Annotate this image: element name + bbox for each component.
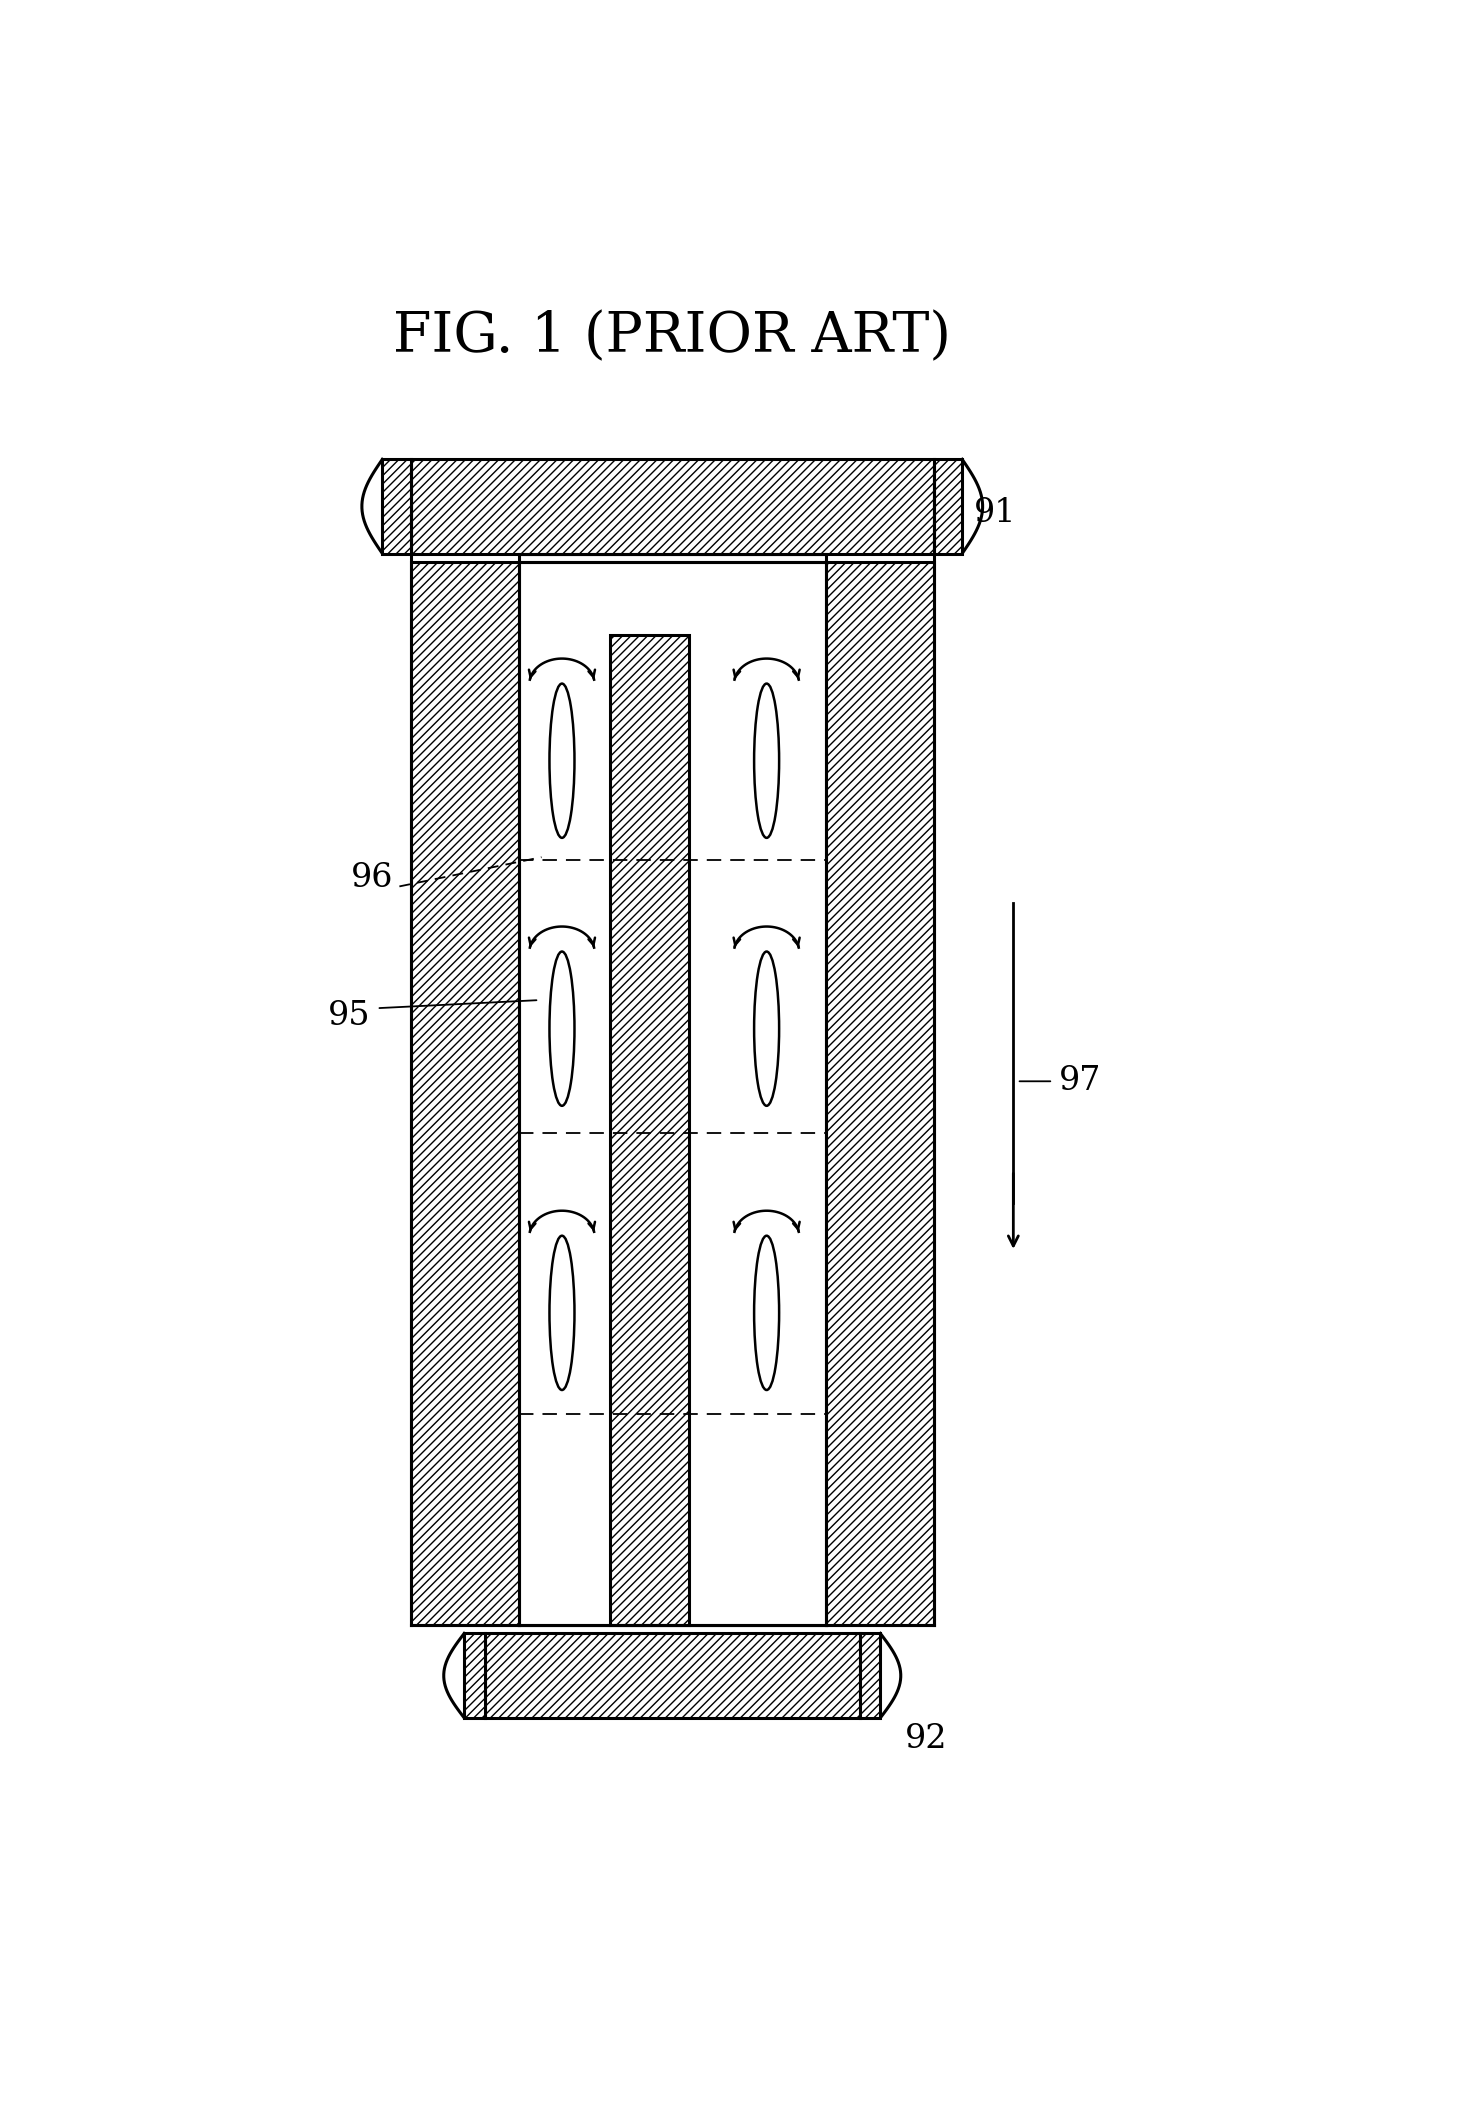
Text: 95: 95 [329, 1000, 371, 1031]
Ellipse shape [550, 951, 575, 1105]
Ellipse shape [754, 1236, 779, 1390]
Bar [411, 460, 934, 553]
Text: FIG. 1 (PRIOR ART): FIG. 1 (PRIOR ART) [393, 310, 951, 365]
Bar [519, 635, 610, 1626]
Bar [484, 1632, 860, 1719]
Text: 97: 97 [1059, 1065, 1102, 1097]
Bar [610, 635, 689, 1626]
Bar [411, 561, 519, 1626]
Ellipse shape [754, 951, 779, 1105]
Polygon shape [934, 460, 962, 553]
Bar [519, 1605, 826, 1626]
Bar [610, 635, 689, 1626]
Ellipse shape [550, 1236, 575, 1390]
Polygon shape [860, 1632, 880, 1719]
Bar [826, 561, 934, 1626]
Bar [519, 553, 826, 561]
Bar [411, 561, 519, 1626]
Text: 92: 92 [905, 1723, 948, 1755]
Text: 96: 96 [351, 863, 393, 894]
Bar [484, 1632, 860, 1719]
Polygon shape [383, 460, 411, 553]
Bar [411, 460, 934, 553]
Bar [689, 635, 826, 1626]
Text: 91: 91 [974, 498, 1017, 529]
Polygon shape [464, 1632, 484, 1719]
Ellipse shape [550, 683, 575, 837]
Bar [826, 561, 934, 1626]
Ellipse shape [754, 683, 779, 837]
